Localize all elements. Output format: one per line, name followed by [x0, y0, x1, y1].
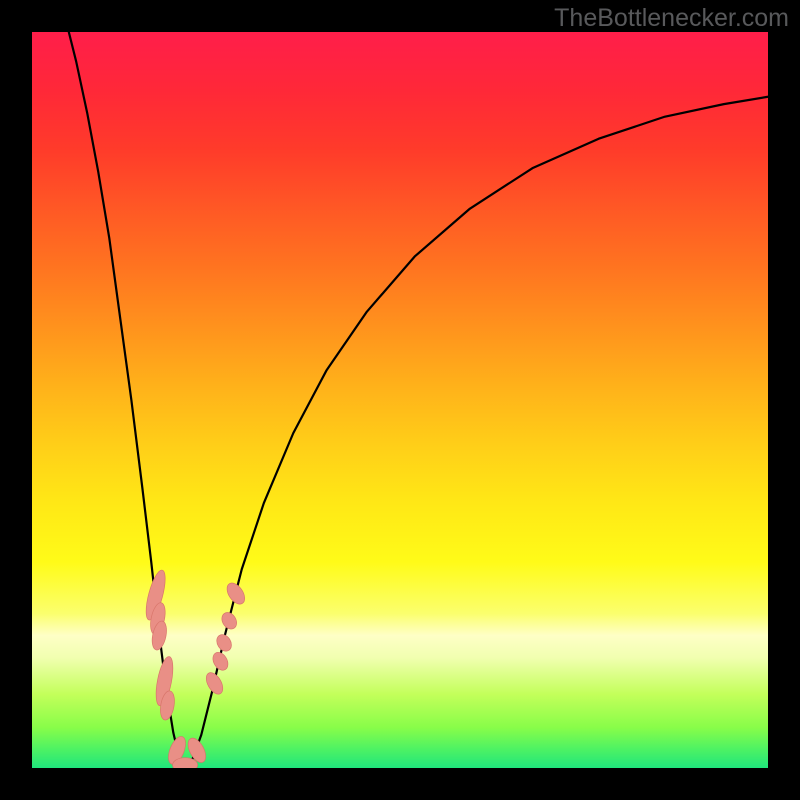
- curve-marker: [210, 650, 231, 673]
- curve-marker: [203, 670, 226, 697]
- curve-marker: [214, 632, 235, 654]
- chart-svg: [32, 32, 768, 768]
- watermark-text: TheBottlenecker.com: [554, 4, 789, 33]
- curve-marker: [223, 580, 248, 607]
- bottleneck-curve: [69, 32, 768, 765]
- curve-marker: [219, 610, 240, 632]
- plot-area: [32, 32, 768, 768]
